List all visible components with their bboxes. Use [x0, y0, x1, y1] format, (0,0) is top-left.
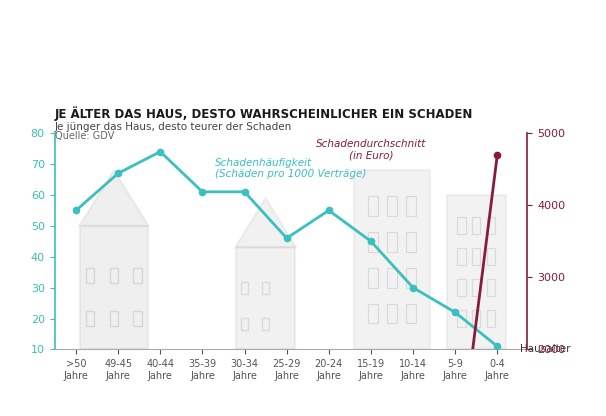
Bar — [86, 268, 95, 283]
Bar — [472, 248, 481, 265]
Bar — [387, 268, 397, 287]
Text: Quelle: GDV: Quelle: GDV — [55, 131, 115, 141]
Bar — [406, 196, 416, 216]
Bar — [262, 282, 269, 295]
Bar — [406, 232, 416, 252]
Bar — [487, 310, 495, 327]
Bar — [458, 248, 465, 265]
Bar — [368, 304, 378, 324]
Text: Schadenhäufigkeit
(Schäden pro 1000 Verträge): Schadenhäufigkeit (Schäden pro 1000 Vert… — [215, 158, 367, 179]
Bar — [472, 310, 481, 327]
Bar — [406, 268, 416, 287]
Bar — [458, 310, 465, 327]
Bar — [354, 170, 430, 349]
Bar — [487, 248, 495, 265]
Bar — [406, 304, 416, 324]
Bar — [236, 248, 295, 349]
Bar — [458, 217, 465, 234]
Bar — [387, 196, 397, 216]
Bar — [472, 217, 481, 234]
Bar — [472, 279, 481, 296]
Bar — [86, 311, 95, 326]
Bar — [80, 226, 148, 349]
Bar — [368, 232, 378, 252]
Bar — [241, 318, 248, 330]
Text: JE ÄLTER DAS HAUS, DESTO WAHRSCHEINLICHER EIN SCHADEN: JE ÄLTER DAS HAUS, DESTO WAHRSCHEINLICHE… — [55, 106, 473, 121]
Bar — [387, 304, 397, 324]
Text: Hausalter: Hausalter — [521, 344, 571, 354]
Bar — [133, 268, 142, 283]
Polygon shape — [79, 170, 148, 226]
Bar — [387, 232, 397, 252]
Text: Je jünger das Haus, desto teurer der Schaden: Je jünger das Haus, desto teurer der Sch… — [55, 121, 292, 131]
Text: Schadendurchschnitt
(in Euro): Schadendurchschnitt (in Euro) — [316, 139, 426, 161]
Bar — [110, 311, 118, 326]
Bar — [133, 311, 142, 326]
Polygon shape — [235, 198, 296, 248]
Bar — [241, 282, 248, 295]
Bar — [458, 279, 465, 296]
Bar — [487, 279, 495, 296]
Bar — [368, 268, 378, 287]
Bar — [487, 217, 495, 234]
Bar — [368, 196, 378, 216]
Bar — [447, 195, 506, 349]
Bar — [262, 318, 269, 330]
Bar — [110, 268, 118, 283]
